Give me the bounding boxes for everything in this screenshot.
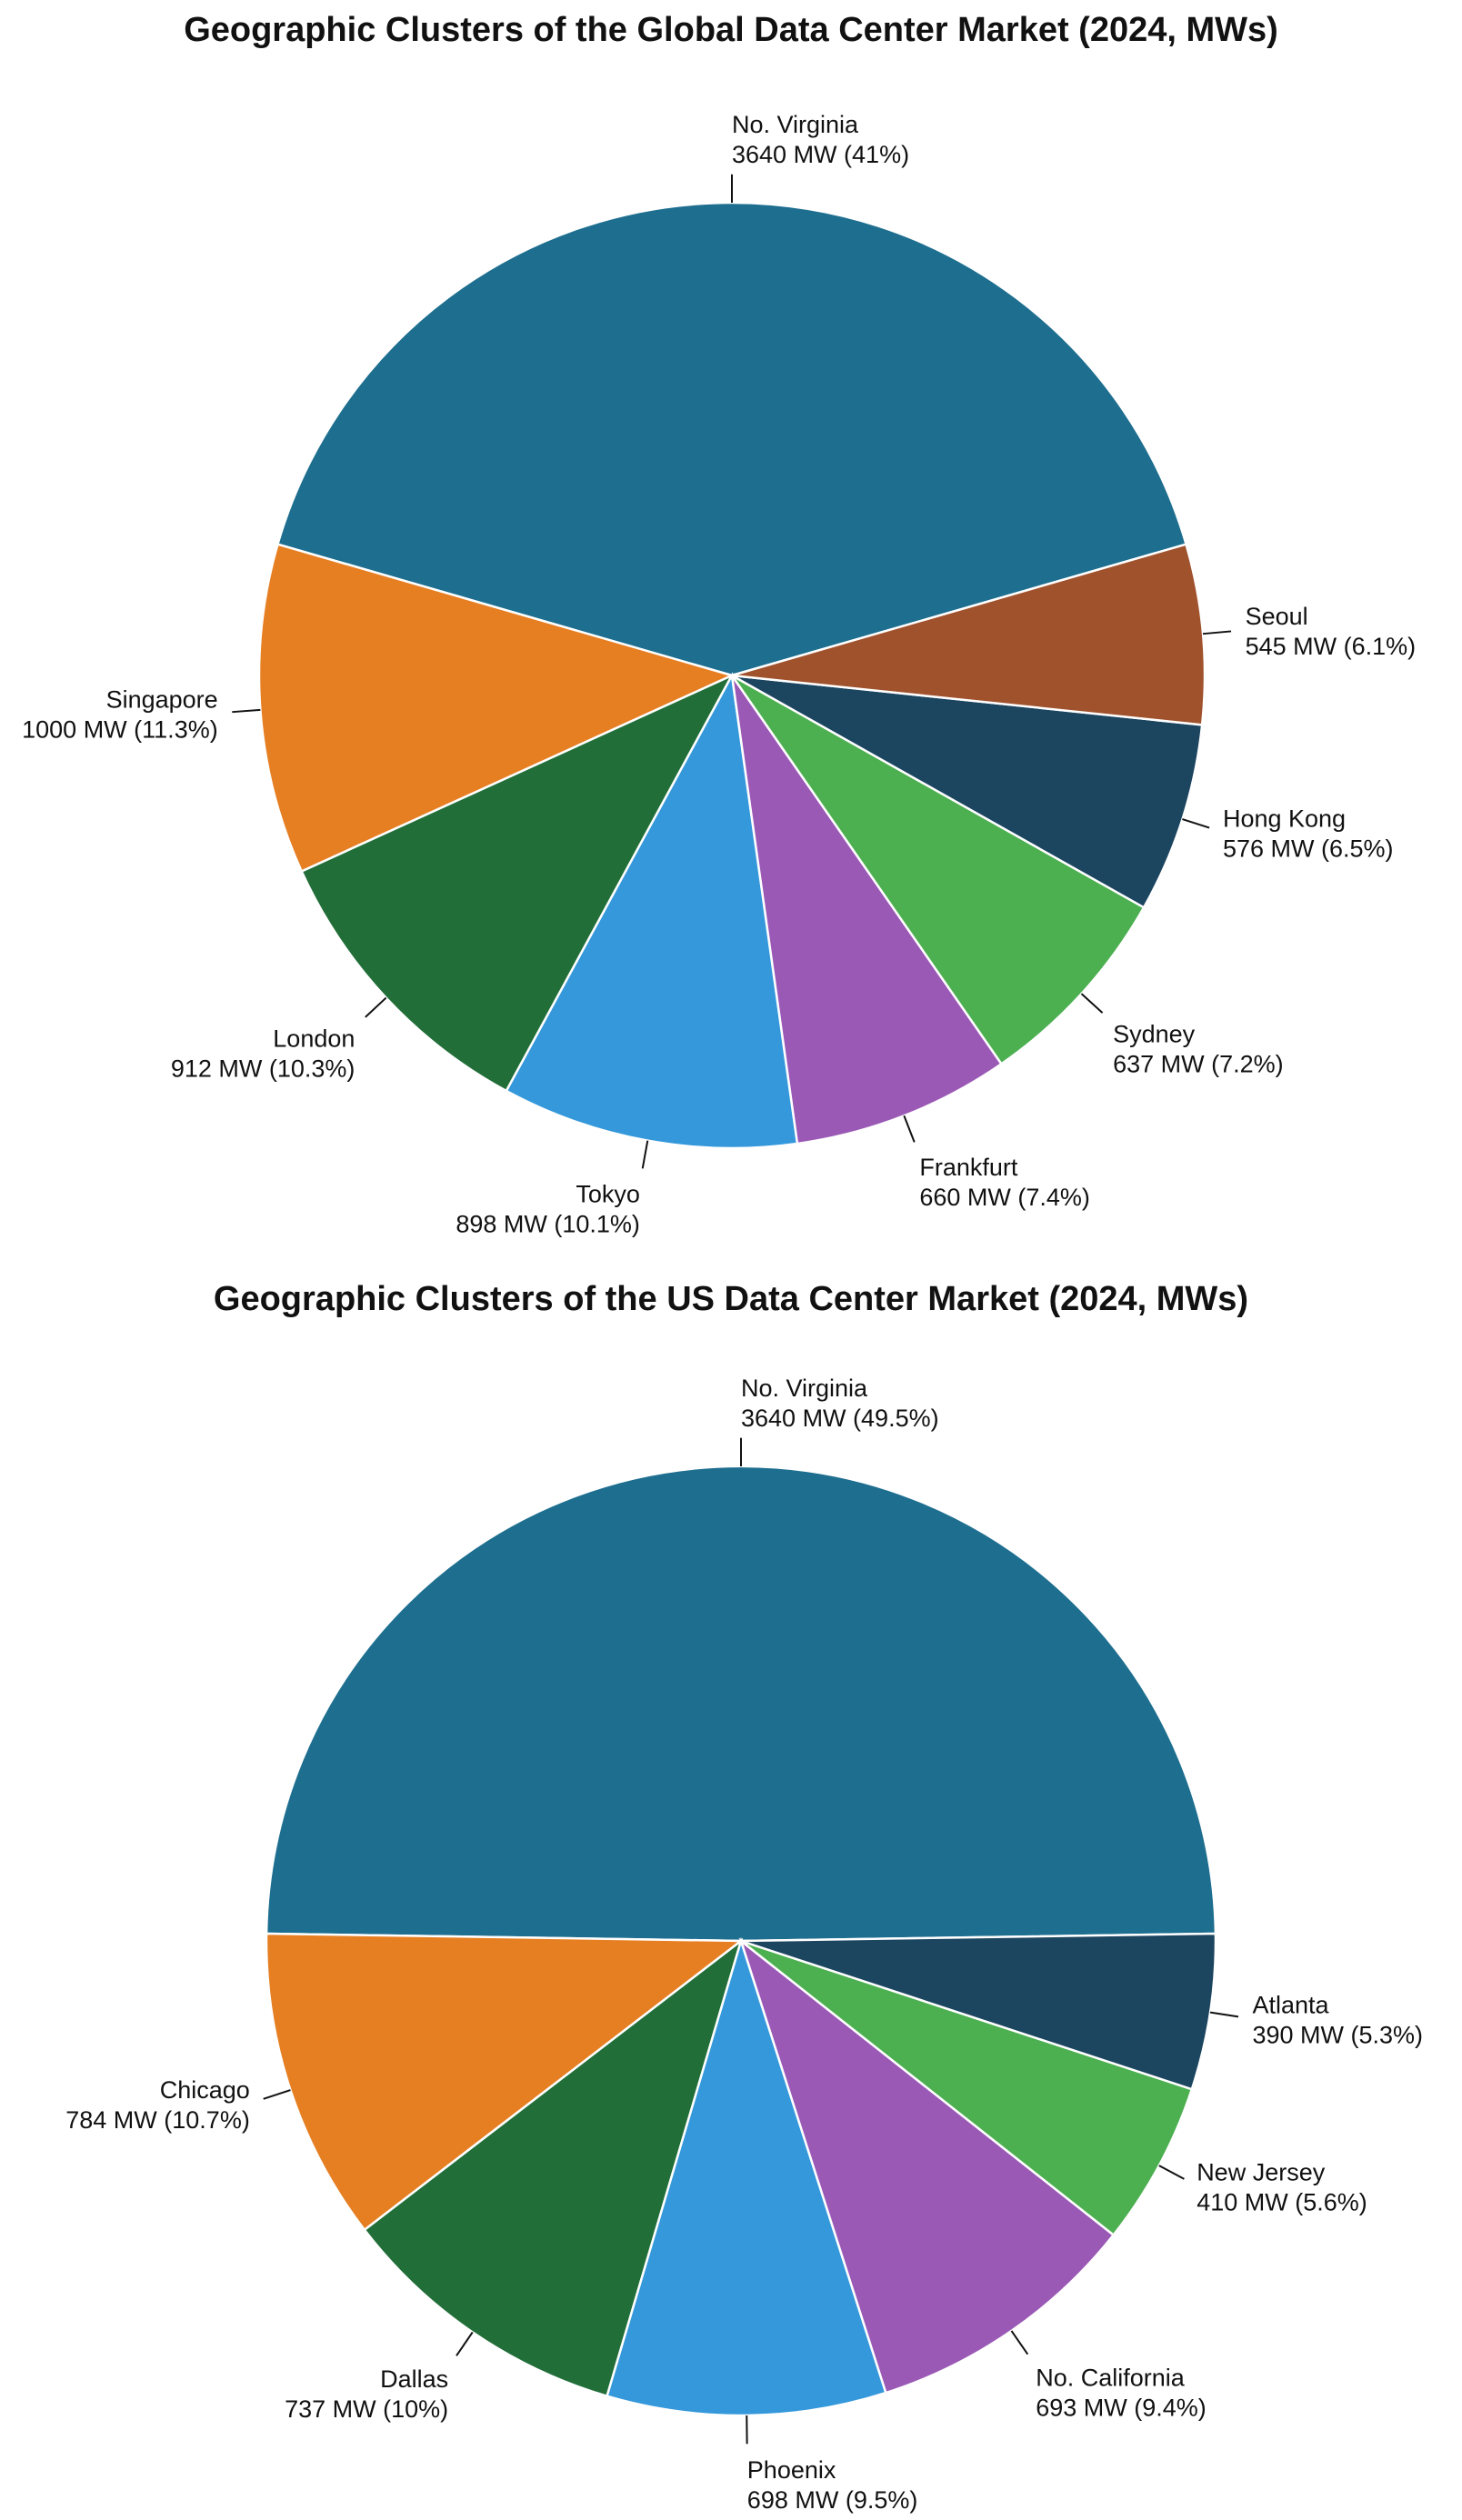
us-slices xyxy=(265,1465,1217,2417)
global-leader-hong-kong xyxy=(1182,818,1210,829)
us-label-value-new-jersey: 410 MW (5.6%) xyxy=(1197,2188,1367,2215)
us-label-value-no-virginia: 3640 MW (49.5%) xyxy=(741,1405,939,1432)
global-slice-sydney xyxy=(730,674,1146,1065)
us-label-name-phoenix: Phoenix xyxy=(747,2456,836,2484)
us-label-atlanta: Atlanta 390 MW (5.3%) xyxy=(1252,1992,1423,2049)
global-label-singapore: Singapore 1000 MW (11.3%) xyxy=(22,685,218,743)
us-leader-dallas xyxy=(456,2331,474,2356)
global-slices xyxy=(257,201,1207,1150)
us-label-new-jersey: New Jersey 410 MW (5.6%) xyxy=(1197,2158,1367,2215)
global-label-london: London 912 MW (10.3%) xyxy=(171,1025,355,1082)
us-label-name-atlanta: Atlanta xyxy=(1252,1992,1329,2019)
global-chart-title: Geographic Clusters of the Global Data C… xyxy=(184,11,1278,49)
us-slice-phoenix xyxy=(606,1936,887,2417)
global-label-value-london: 912 MW (10.3%) xyxy=(171,1055,355,1082)
us-label-name-new-jersey: New Jersey xyxy=(1197,2158,1326,2185)
us-label-value-no-california: 693 MW (9.4%) xyxy=(1036,2395,1207,2422)
us-label-name-no-virginia: No. Virginia xyxy=(741,1375,868,1402)
global-label-value-frankfurt: 660 MW (7.4%) xyxy=(919,1184,1090,1211)
global-pie-chart: No. Virginia 3640 MW (41%) Singapore 1000 M… xyxy=(22,111,1416,1238)
global-label-value-singapore: 1000 MW (11.3%) xyxy=(22,715,218,743)
global-label-sydney: Sydney 637 MW (7.2%) xyxy=(1113,1021,1284,1078)
us-label-chicago: Chicago 784 MW (10.7%) xyxy=(65,2076,250,2134)
us-slice-no-california xyxy=(738,1937,1116,2395)
global-slice-seoul xyxy=(731,543,1207,726)
us-slice-chicago xyxy=(265,1932,745,2232)
global-slice-hong-kong xyxy=(731,674,1204,909)
global-label-name-no-virginia: No. Virginia xyxy=(732,111,859,138)
global-leader-seoul xyxy=(1202,630,1232,635)
global-label-value-tokyo: 898 MW (10.1%) xyxy=(456,1211,640,1238)
global-label-tokyo: Tokyo 898 MW (10.1%) xyxy=(456,1181,640,1238)
us-label-name-no-california: No. California xyxy=(1036,2365,1186,2392)
global-label-value-seoul: 545 MW (6.1%) xyxy=(1246,633,1417,660)
us-leader-no-california xyxy=(1010,2330,1029,2355)
us-label-no-virginia: No. Virginia 3640 MW (49.5%) xyxy=(741,1375,939,1432)
global-slice-london xyxy=(300,673,735,1093)
global-label-name-singapore: Singapore xyxy=(106,685,218,713)
us-labels: No. Virginia 3640 MW (49.5%) Chicago 784 MW… xyxy=(65,1375,1423,2514)
global-labels: No. Virginia 3640 MW (41%) Singapore 1000 M… xyxy=(22,111,1416,1238)
global-slice-tokyo xyxy=(505,672,799,1150)
global-label-frankfurt: Frankfurt 660 MW (7.4%) xyxy=(919,1154,1090,1211)
us-label-name-dallas: Dallas xyxy=(380,2365,448,2393)
global-slice-frankfurt xyxy=(730,675,1004,1145)
us-label-value-atlanta: 390 MW (5.3%) xyxy=(1252,2022,1423,2049)
us-chart-title: Geographic Clusters of the US Data Cente… xyxy=(213,1280,1249,1318)
global-label-name-tokyo: Tokyo xyxy=(576,1181,640,1208)
us-label-value-chicago: 784 MW (10.7%) xyxy=(65,2106,250,2134)
global-slice-singapore xyxy=(257,543,736,874)
global-label-name-london: London xyxy=(273,1025,355,1052)
global-label-value-no-virginia: 3640 MW (41%) xyxy=(732,141,909,168)
us-label-value-dallas: 737 MW (10%) xyxy=(285,2395,448,2423)
global-leader-singapore xyxy=(232,708,261,714)
global-label-value-hong-kong: 576 MW (6.5%) xyxy=(1223,835,1394,862)
us-label-dallas: Dallas 737 MW (10%) xyxy=(285,2365,448,2423)
us-slice-atlanta xyxy=(740,1932,1217,2091)
global-leader-london xyxy=(365,996,387,1018)
global-label-seoul: Seoul 545 MW (6.1%) xyxy=(1246,603,1417,660)
global-label-name-hong-kong: Hong Kong xyxy=(1223,805,1346,832)
global-label-name-seoul: Seoul xyxy=(1246,603,1308,630)
global-label-value-sydney: 637 MW (7.2%) xyxy=(1113,1051,1284,1078)
global-leader-frankfurt xyxy=(903,1115,916,1143)
us-leader-atlanta xyxy=(1209,2011,1239,2018)
global-leader-sydney xyxy=(1080,993,1104,1014)
global-label-hong-kong: Hong Kong 576 MW (6.5%) xyxy=(1223,805,1394,862)
global-leader-tokyo xyxy=(641,1140,649,1169)
global-label-name-frankfurt: Frankfurt xyxy=(919,1154,1018,1181)
us-pie-chart: No. Virginia 3640 MW (49.5%) Chicago 784 MW… xyxy=(65,1375,1423,2514)
us-leader-new-jersey xyxy=(1158,2165,1185,2180)
us-leader-chicago xyxy=(263,2089,291,2100)
us-label-no-california: No. California 693 MW (9.4%) xyxy=(1036,2365,1207,2422)
us-slice-new-jersey xyxy=(740,1939,1194,2237)
global-label-no-virginia: No. Virginia 3640 MW (41%) xyxy=(732,111,909,168)
us-label-phoenix: Phoenix 698 MW (9.5%) xyxy=(747,2456,918,2514)
global-label-name-sydney: Sydney xyxy=(1113,1021,1196,1048)
us-slice-no-virginia xyxy=(265,1465,1217,1943)
global-slice-no-virginia xyxy=(275,201,1188,677)
us-label-value-phoenix: 698 MW (9.5%) xyxy=(747,2486,918,2514)
us-label-name-chicago: Chicago xyxy=(160,2076,250,2104)
